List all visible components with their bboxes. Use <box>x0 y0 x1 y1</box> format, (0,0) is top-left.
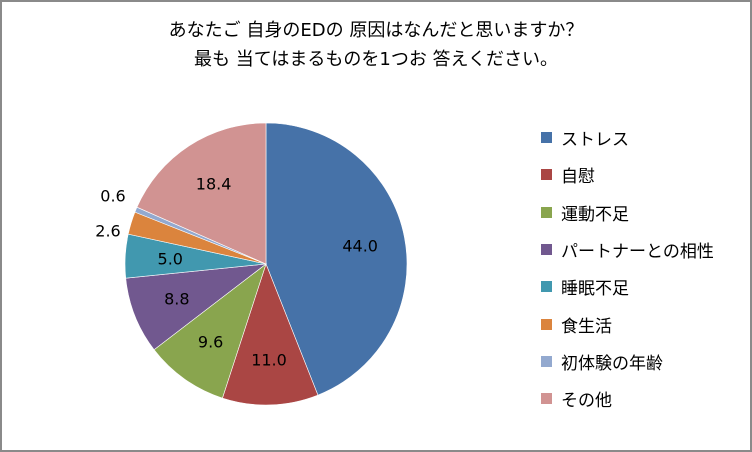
pie-slice <box>136 122 267 265</box>
legend-swatch <box>541 244 552 256</box>
legend-swatch <box>541 206 552 218</box>
legend-item: 自慰 <box>541 156 714 193</box>
legend-label: 初体験の年齢 <box>561 353 663 374</box>
legend-swatch <box>541 132 552 144</box>
legend-item: 初体験の年齢 <box>541 343 714 380</box>
pie-data-label: 44.0 <box>342 236 378 256</box>
pie-data-label: 9.6 <box>197 332 224 352</box>
legend-item: パートナーとの相性 <box>541 231 714 268</box>
legend-label: その他 <box>561 391 612 412</box>
chart-legend: ストレス 自慰 運動不足 パートナーとの相性 睡眠不足 食生活 初体験の年齢 そ… <box>541 119 714 417</box>
legend-swatch <box>541 318 552 330</box>
chart-title: あなたご 自身のEDの 原因はなんだと思いますか？ 最も 当てはまるものを1つお… <box>0 16 752 74</box>
legend-swatch <box>541 355 552 367</box>
legend-item: 食生活 <box>541 305 714 342</box>
legend-swatch <box>541 169 552 181</box>
legend-item: 睡眠不足 <box>541 268 714 305</box>
pie-data-label: 8.8 <box>164 289 190 309</box>
legend-item: その他 <box>541 380 714 417</box>
pie-slice <box>222 263 319 406</box>
legend-label: ストレス <box>561 130 629 151</box>
legend-item: ストレス <box>541 119 714 156</box>
legend-item: 運動不足 <box>541 194 714 231</box>
pie-data-label: 5.0 <box>157 249 183 269</box>
pie-slice <box>265 122 408 396</box>
legend-swatch <box>541 393 552 405</box>
pie-data-label: 11.0 <box>251 350 287 370</box>
legend-swatch <box>541 281 552 293</box>
pie-data-label: 0.6 <box>100 186 126 206</box>
legend-label: 自慰 <box>561 167 595 188</box>
legend-label: パートナーとの相性 <box>561 242 714 263</box>
pie-data-label: 2.6 <box>95 221 121 241</box>
pie-data-label: 18.4 <box>195 174 232 194</box>
pie-slice <box>153 263 267 399</box>
legend-label: 睡眠不足 <box>561 279 629 300</box>
legend-label: 運動不足 <box>561 204 629 225</box>
legend-label: 食生活 <box>561 316 612 337</box>
chart-title-line-2: 最も 当てはまるものを1つお 答えください。 <box>194 49 558 70</box>
chart-title-line-1: あなたご 自身のEDの 原因はなんだと思いますか？ <box>168 20 584 41</box>
